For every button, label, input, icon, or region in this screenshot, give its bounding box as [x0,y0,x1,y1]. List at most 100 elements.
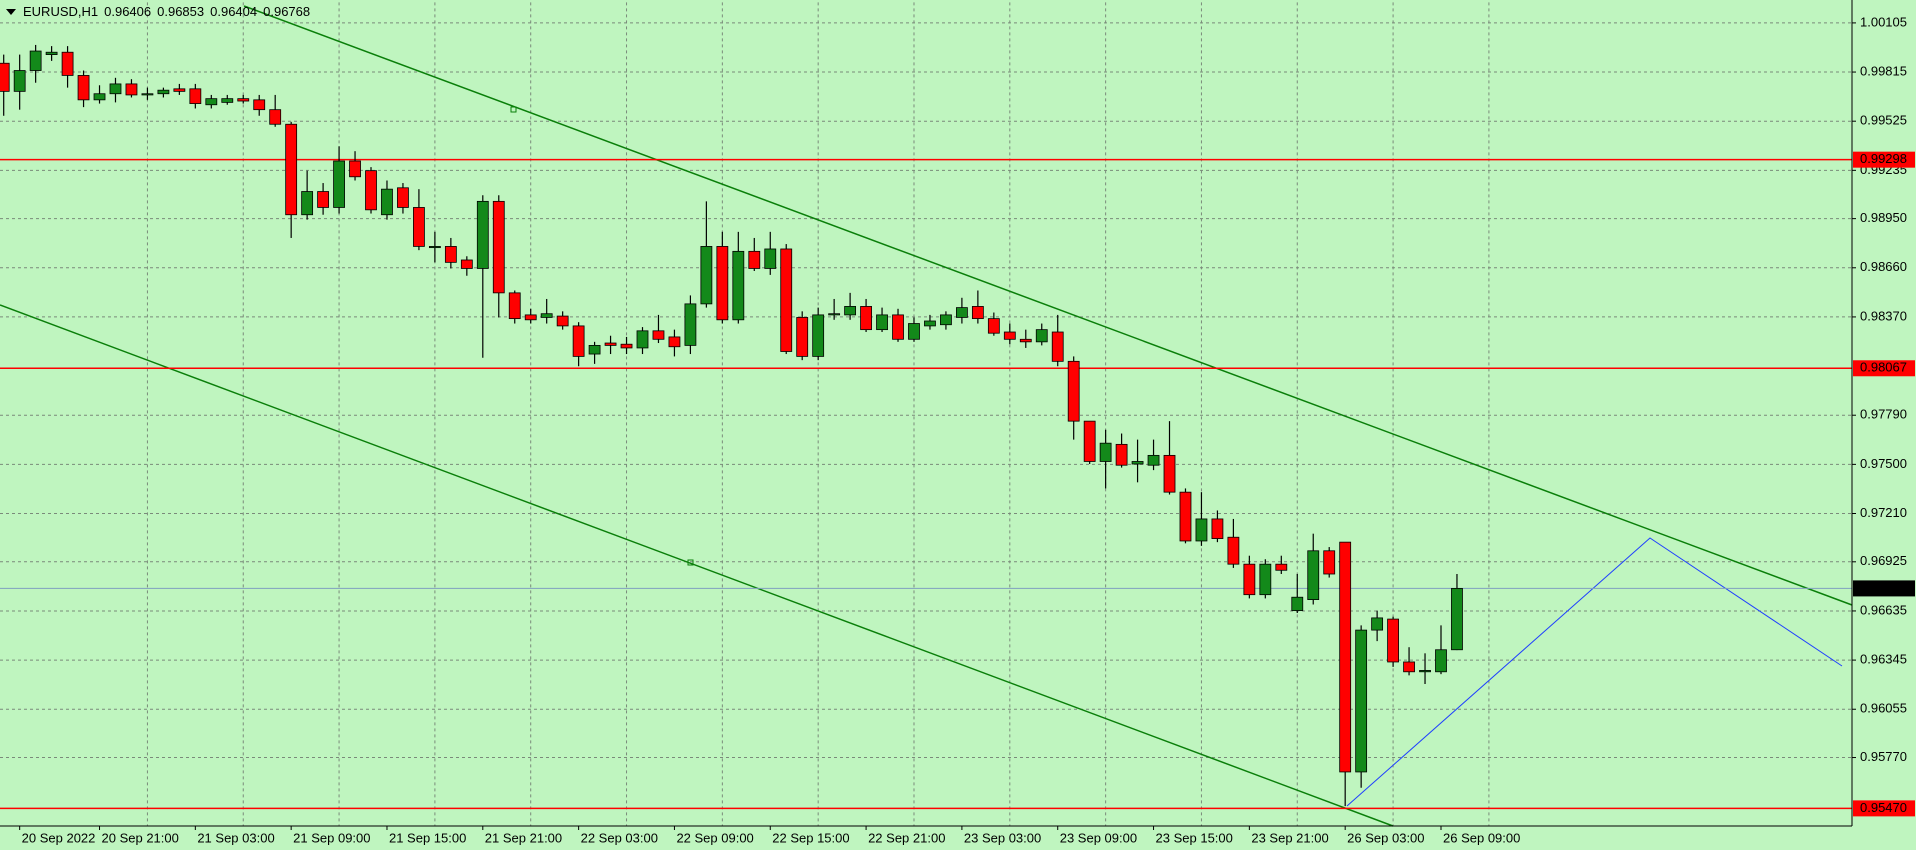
candle-body [1227,536,1240,565]
candle-body [524,314,537,321]
candle-body [604,342,617,346]
trend-line [0,304,1394,827]
candle-body [1195,518,1208,542]
candle-body [1307,550,1320,600]
x-tick-label: 22 Sep 21:00 [868,830,945,845]
x-tick-label: 21 Sep 03:00 [197,830,274,845]
grid [0,2,1852,826]
menu-arrow[interactable] [6,8,16,15]
candle-body [1419,670,1431,673]
candle-body [77,75,90,101]
candle-body [1179,491,1192,542]
candle-body [748,250,761,269]
candle-body [301,191,314,216]
candle-body [1387,618,1399,663]
x-tick-label: 20 Sep 21:00 [102,830,179,845]
candle-body [1099,442,1112,462]
x-tick-label: 23 Sep 03:00 [964,830,1041,845]
candle-body [876,314,888,331]
candle-body [413,207,425,247]
level-tag [1853,360,1915,377]
candle-body [556,315,569,327]
candle-body [764,248,777,269]
candle-body [365,170,377,211]
candle-body [732,250,745,321]
candle-body [908,323,920,340]
candle-body [221,98,234,103]
level-tag-label: 0.95470 [1860,800,1907,815]
candle-body [1147,454,1160,466]
x-tick-label: 22 Sep 09:00 [676,830,753,845]
x-tick-label: 21 Sep 15:00 [389,830,466,845]
zigzag-line [1346,537,1843,807]
trend-line [243,5,1853,606]
candle-body [1323,550,1336,575]
candle-body [668,336,681,348]
y-tick-label: 0.97210 [1860,505,1907,520]
candle-body [987,318,1000,334]
x-tick-label: 23 Sep 21:00 [1251,830,1328,845]
candle-body [828,313,841,316]
last-price-label: 0.96768 [1860,580,1907,595]
candle-body [588,344,601,355]
candle-body [892,314,904,340]
candle-body [940,314,952,326]
candle-body [652,330,665,340]
candle-body [1067,360,1080,422]
candle-body [1451,588,1463,651]
candle-body [1211,518,1224,539]
x-tick-label: 20 Sep 2022 [22,830,96,845]
candle-body [492,200,505,294]
chart-header: EURUSD,H1 0.96406 0.96853 0.96404 0.9676… [6,4,310,19]
candle-body [924,320,936,327]
candle-body [141,93,154,96]
candle-body [93,93,106,101]
candle-body [173,88,186,92]
candle-body [1051,331,1064,362]
candle-body [1259,563,1272,596]
candle-body [397,187,409,208]
candle-body [285,123,298,216]
candle-body [540,313,553,318]
candle-body [1435,649,1447,673]
candle-body [109,83,122,95]
candle-body [780,248,793,352]
candle-body [1035,329,1048,343]
candle-body [1355,629,1368,773]
candle-body [620,343,633,349]
candle-body [1163,454,1176,493]
y-tick-label: 0.99525 [1860,113,1907,128]
candle-body [237,98,250,102]
symbol-title: EURUSD,H1 [23,4,99,19]
candle-body [1275,563,1288,571]
y-tick-label: 0.96635 [1860,602,1907,617]
candle-body [1371,617,1384,631]
candle-body [1339,541,1352,773]
x-tick-label: 26 Sep 09:00 [1443,830,1520,845]
candle-body [381,188,393,216]
candle-body [61,51,74,76]
x-tick-label: 21 Sep 09:00 [293,830,370,845]
candle-body [269,109,282,125]
candle-body [205,98,218,106]
candle-body [460,259,473,269]
y-tick-label: 0.97790 [1860,407,1907,422]
candle-body [45,51,58,55]
candle-body [971,306,984,320]
candle-body [700,246,713,305]
candle-body [636,330,649,349]
candle-body [572,325,585,357]
candle-body [796,317,809,357]
candle-body [317,191,330,208]
last-price-tag [1853,580,1915,597]
anchor-point [687,559,694,566]
candle-body [1131,461,1144,465]
y-tick-label: 1.00105 [1860,14,1907,29]
candle-body [125,83,138,96]
y-tick-label: 0.97500 [1860,456,1907,471]
candle-body [1115,443,1128,466]
ohlc-open: 0.96406 [104,4,152,19]
candle-body [428,246,441,249]
